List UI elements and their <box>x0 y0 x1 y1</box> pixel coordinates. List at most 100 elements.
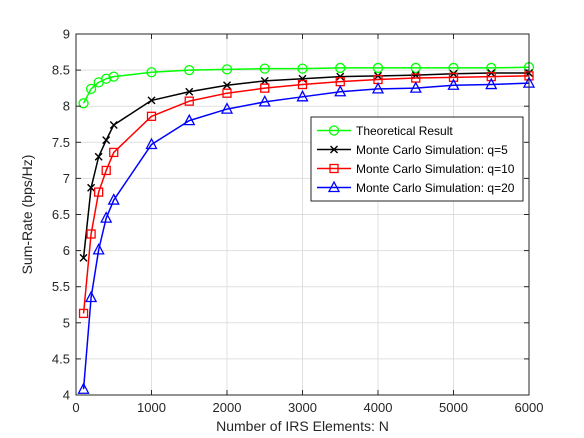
x-tick-label: 1000 <box>137 400 166 415</box>
data-point <box>184 64 195 76</box>
data-point <box>78 308 89 319</box>
data-point <box>85 83 97 95</box>
x-tick-label: 2000 <box>213 400 242 415</box>
data-point <box>107 193 120 205</box>
series-line <box>82 82 530 390</box>
data-point <box>146 67 157 78</box>
data-point <box>409 81 422 93</box>
series-2 <box>78 71 534 319</box>
data-point <box>146 111 157 121</box>
data-point <box>185 87 194 96</box>
y-tick-label: 6 <box>63 243 70 258</box>
axes <box>75 33 530 396</box>
x-marker-stroke <box>87 183 96 192</box>
data-point <box>260 83 270 93</box>
legend-entry: Monte Carlo Simulation: q=20 <box>317 180 515 195</box>
data-point <box>448 72 459 82</box>
x-marker-stroke <box>260 76 269 85</box>
data-point <box>108 71 119 82</box>
legend-marker <box>329 163 339 174</box>
x-marker-stroke <box>79 253 88 262</box>
y-tick-label: 4.5 <box>52 351 70 366</box>
x-axis-label: Number of IRS Elements: N <box>216 418 389 434</box>
legend-label: Theoretical Result <box>356 124 453 138</box>
data-point <box>260 76 269 85</box>
data-point <box>410 62 421 74</box>
grid <box>76 34 529 395</box>
data-point <box>371 81 385 94</box>
series-line <box>82 75 530 314</box>
x-marker-stroke <box>102 136 111 145</box>
data-point <box>85 290 98 303</box>
data-point <box>102 136 111 145</box>
legend-entry: Monte Carlo Simulation: q=10 <box>317 162 515 176</box>
y-tick-label: 5.5 <box>52 279 70 294</box>
y-tick-label: 8.5 <box>52 63 70 78</box>
data-point <box>77 382 90 394</box>
x-marker-stroke <box>147 96 156 105</box>
y-axis-label: Sum-Rate (bps/Hz) <box>19 155 35 275</box>
data-point <box>258 94 271 107</box>
data-point <box>334 84 347 97</box>
series-0 <box>78 62 535 109</box>
y-tick-label: 8 <box>63 99 70 114</box>
tick-labels: 0 1000 2000 3000 4000 5000 6000 4 4.5 5 5.5 6 6.5 7 7.… <box>52 27 544 416</box>
data-point <box>220 102 234 114</box>
x-tick-label: 6000 <box>515 400 544 415</box>
legend: Theoretical Result Monte Carlo Simulation… <box>310 116 524 202</box>
series-3 <box>77 76 536 394</box>
data-point <box>485 77 498 90</box>
legend-label: Monte Carlo Simulation: q=5 <box>356 143 508 157</box>
data-point <box>94 152 103 161</box>
x-marker-stroke <box>109 120 118 129</box>
x-tick-label: 4000 <box>364 400 393 415</box>
data-point <box>184 96 194 106</box>
legend-marker <box>327 180 341 193</box>
data-point <box>486 71 496 82</box>
series-line <box>82 72 529 258</box>
data-point <box>223 81 231 90</box>
data-point <box>101 165 111 176</box>
y-tick-label: 6.5 <box>52 207 70 222</box>
data-point <box>296 89 309 102</box>
data-point <box>78 98 89 109</box>
legend-label: Monte Carlo Simulation: q=10 <box>356 162 515 176</box>
data-point <box>221 64 233 75</box>
x-marker-stroke <box>94 152 103 161</box>
y-tick-label: 7 <box>63 171 70 186</box>
series-group <box>77 62 536 394</box>
data-point <box>297 79 308 90</box>
data-point <box>372 62 384 74</box>
data-point <box>109 120 118 129</box>
y-tick-label: 7.5 <box>52 135 70 150</box>
x-marker-stroke <box>185 87 194 96</box>
x-tick-label: 0 <box>72 400 79 415</box>
data-point <box>222 88 232 98</box>
data-point <box>297 63 308 74</box>
x-marker-stroke <box>330 145 338 154</box>
data-point <box>101 73 112 84</box>
legend-entry: Theoretical Result <box>317 124 453 138</box>
x-marker-stroke <box>223 81 231 90</box>
y-tick-label: 5 <box>63 315 70 330</box>
legend-entry: Monte Carlo Simulation: q=5 <box>317 143 508 157</box>
data-point <box>100 211 113 223</box>
legend-label: Monte Carlo Simulation: q=20 <box>356 181 515 195</box>
data-point <box>79 253 88 262</box>
x-tick-label: 3000 <box>288 400 317 415</box>
data-point <box>336 72 345 81</box>
data-point <box>145 137 158 150</box>
data-point <box>94 187 104 197</box>
legend-marker <box>330 145 338 154</box>
data-point <box>87 183 96 192</box>
x-tick-label: 5000 <box>439 400 468 415</box>
data-point <box>86 229 96 239</box>
data-point <box>447 78 460 90</box>
y-tick-label: 4 <box>63 388 70 403</box>
data-point <box>92 242 105 255</box>
data-point <box>109 147 119 158</box>
data-point <box>259 63 270 74</box>
data-point <box>147 96 156 105</box>
